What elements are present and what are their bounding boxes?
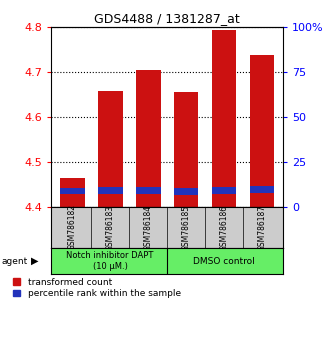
Bar bbox=[212, 30, 236, 207]
Bar bbox=[250, 186, 274, 193]
Text: GSM786182: GSM786182 bbox=[68, 205, 77, 250]
Bar bbox=[98, 187, 122, 194]
Text: GSM786186: GSM786186 bbox=[220, 204, 229, 251]
Text: Notch inhibitor DAPT
(10 μM.): Notch inhibitor DAPT (10 μM.) bbox=[67, 251, 154, 271]
Bar bbox=[60, 188, 84, 194]
Bar bbox=[136, 187, 161, 194]
Bar bbox=[60, 178, 84, 207]
Bar bbox=[250, 55, 274, 207]
Text: ▶: ▶ bbox=[31, 256, 39, 266]
Text: DMSO control: DMSO control bbox=[193, 257, 255, 266]
Text: agent: agent bbox=[2, 257, 28, 266]
Bar bbox=[98, 91, 122, 207]
Text: GSM786187: GSM786187 bbox=[258, 204, 266, 251]
Bar bbox=[174, 92, 199, 207]
Title: GDS4488 / 1381287_at: GDS4488 / 1381287_at bbox=[94, 12, 240, 25]
Text: GSM786184: GSM786184 bbox=[144, 204, 153, 251]
Bar bbox=[136, 70, 161, 207]
Legend: transformed count, percentile rank within the sample: transformed count, percentile rank withi… bbox=[13, 278, 181, 298]
Text: GSM786185: GSM786185 bbox=[182, 204, 191, 251]
Bar bbox=[212, 187, 236, 194]
Bar bbox=[174, 188, 199, 195]
Text: GSM786183: GSM786183 bbox=[106, 204, 115, 251]
